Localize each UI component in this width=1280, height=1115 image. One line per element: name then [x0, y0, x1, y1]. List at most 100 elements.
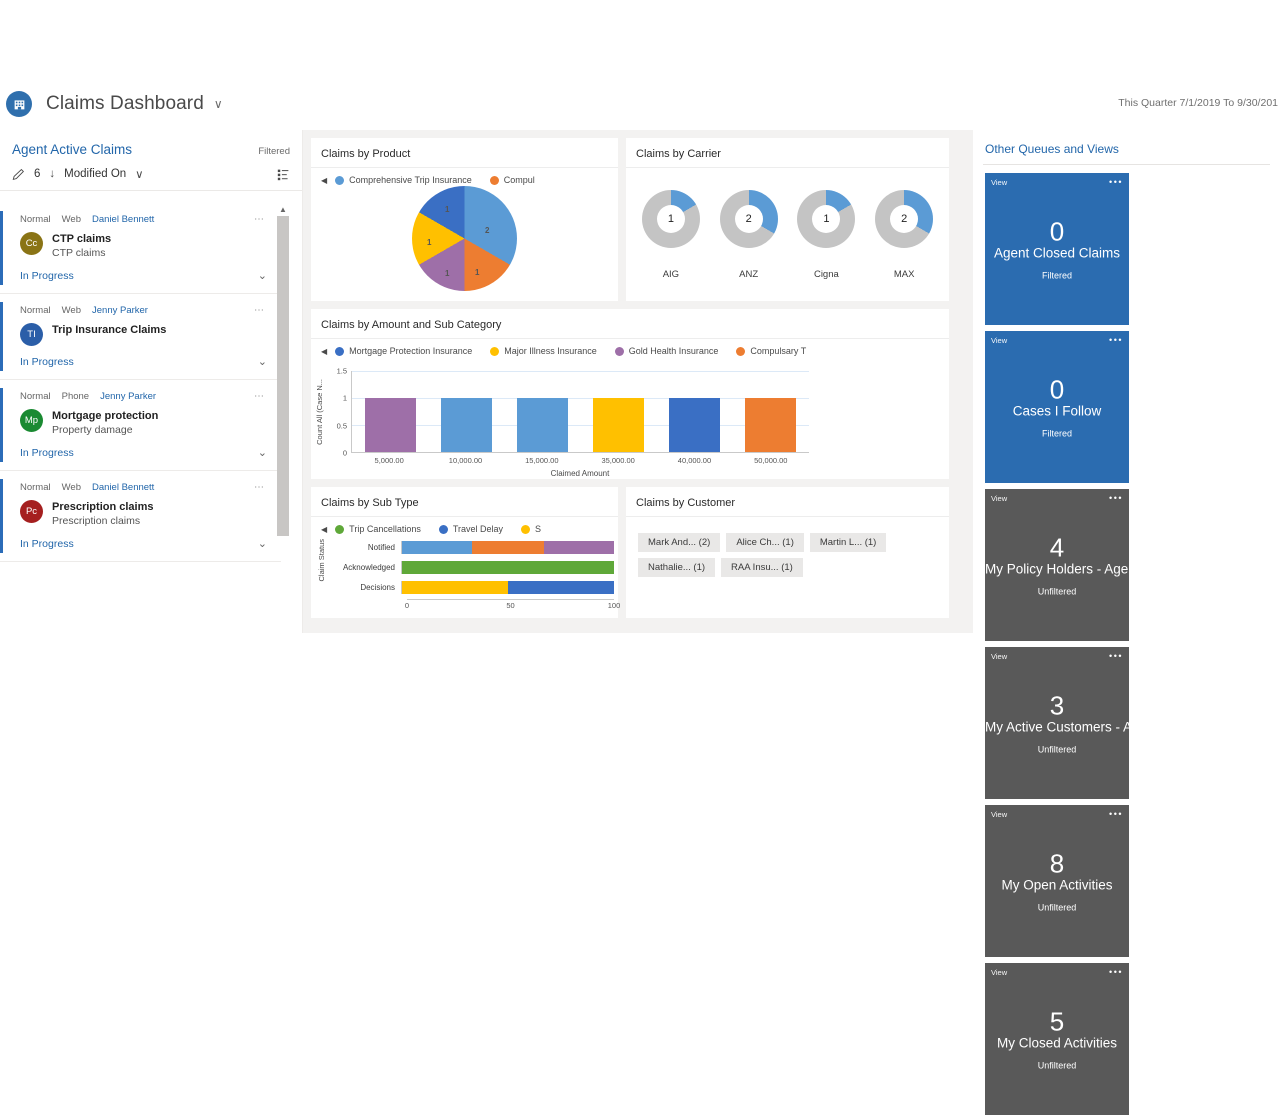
tile-my-active-customers[interactable]: View ••• 3 My Active Customers - A... Un…	[985, 647, 1143, 799]
stacked-bar-row[interactable]: Decisions	[329, 577, 614, 597]
list-title[interactable]: Agent Active Claims	[12, 142, 133, 157]
tile-my-closed-activities[interactable]: View ••• 5 My Closed Activities Unfilter…	[985, 963, 1129, 1115]
bar-segment[interactable]	[402, 560, 614, 574]
card-title: CTP claims	[52, 233, 112, 245]
chart-claims-by-sub-type[interactable]: Claims by Sub Type ◀ Trip Cancellations …	[311, 487, 620, 618]
bar[interactable]	[669, 398, 721, 452]
scroll-up-icon[interactable]: ▲	[277, 203, 289, 215]
customer-pill-list: Mark And... (2) Alice Ch... (1) Martin L…	[638, 533, 939, 577]
legend-prev-icon[interactable]: ◀	[321, 175, 328, 185]
chevron-down-icon[interactable]: ∨	[213, 97, 223, 111]
card-more-icon[interactable]: ⋯	[254, 305, 265, 316]
row-label: Notified	[367, 542, 395, 552]
legend-item[interactable]: Gold Health Insurance	[614, 346, 718, 356]
status-badge[interactable]: In Progress	[20, 537, 74, 550]
customer-pill[interactable]: Martin L... (1)	[809, 533, 887, 552]
donut-anz[interactable]: 2 ANZ	[719, 190, 778, 280]
bar-segment[interactable]	[508, 580, 614, 594]
scrollbar-thumb[interactable]	[277, 216, 289, 536]
tile-my-policy-holders[interactable]: View ••• 4 My Policy Holders - Agent Unf…	[985, 489, 1140, 641]
tile-more-icon[interactable]: •••	[1109, 493, 1123, 503]
donut-label: ANZ	[739, 269, 759, 280]
list-item[interactable]: Normal Web Daniel Bennett ⋯ Pc Prescript…	[0, 471, 281, 562]
tile-agent-closed-claims[interactable]: View ••• 0 Agent Closed Claims Filtered	[985, 173, 1129, 325]
card-more-icon[interactable]: ⋯	[254, 482, 265, 493]
chevron-down-icon[interactable]: ⌄	[257, 356, 267, 368]
tile-more-icon[interactable]: •••	[1109, 651, 1123, 661]
x-axis-title: Claimed Amount	[550, 469, 610, 478]
legend-item[interactable]: Trip Cancellations	[335, 524, 421, 534]
customer-pill[interactable]: Nathalie... (1)	[638, 558, 716, 577]
donut-max[interactable]: 2 MAX	[875, 190, 934, 280]
bar[interactable]	[745, 398, 797, 452]
chart-title: Claims by Customer	[626, 487, 949, 517]
list-item[interactable]: Normal Web Jenny Parker ⋯ TI Trip Insura…	[0, 294, 281, 380]
bar[interactable]	[593, 398, 645, 452]
stacked-bar-chart[interactable]: Claim Status Notified	[311, 533, 620, 618]
card-more-icon[interactable]: ⋯	[254, 391, 265, 402]
claims-list-scroll-area[interactable]: Normal Web Daniel Bennett ⋯ Cc CTP claim…	[0, 203, 303, 633]
bar-segment[interactable]	[402, 580, 508, 594]
edit-pencil-icon[interactable]	[12, 168, 25, 181]
bar-chart[interactable]: Count All (Case N... 1.5 1 0.5 0	[311, 361, 949, 479]
chart-claims-by-product[interactable]: Claims by Product ◀ Comprehensive Trip I…	[311, 138, 618, 301]
stacked-bar-row[interactable]: Notified	[329, 537, 614, 557]
legend-item[interactable]: Mortgage Protection Insurance	[335, 346, 472, 356]
bar[interactable]	[516, 398, 568, 452]
tile-more-icon[interactable]: •••	[1109, 177, 1123, 187]
status-badge[interactable]: In Progress	[20, 269, 74, 282]
chart-claims-by-amount[interactable]: Claims by Amount and Sub Category ◀ Mort…	[311, 309, 949, 479]
card-more-icon[interactable]: ⋯	[254, 214, 265, 225]
list-view-icon[interactable]	[277, 168, 290, 181]
card-priority: Normal	[20, 391, 51, 402]
bar-segment[interactable]	[402, 540, 472, 554]
legend-item[interactable]: Travel Delay	[438, 524, 503, 534]
donut-value: 1	[812, 205, 841, 233]
legend-item[interactable]: Comprehensive Trip Insurance	[335, 175, 472, 185]
list-item[interactable]: Normal Web Daniel Bennett ⋯ Cc CTP claim…	[0, 203, 281, 294]
list-scrollbar[interactable]: ▲	[277, 203, 289, 633]
card-owner[interactable]: Daniel Bennett	[92, 482, 155, 493]
status-badge[interactable]: In Progress	[20, 355, 74, 368]
card-owner[interactable]: Jenny Parker	[100, 391, 157, 402]
bar-segment[interactable]	[544, 540, 614, 554]
tile-more-icon[interactable]: •••	[1109, 809, 1123, 819]
chart-claims-by-carrier[interactable]: Claims by Carrier 1 AIG 2 ANZ	[626, 138, 949, 301]
pie-chart[interactable]: 2 1 1 1 1	[311, 186, 618, 291]
command-bar-left: Claims Dashboard ∨	[6, 91, 223, 117]
stacked-bar-row[interactable]: Acknowledged	[329, 557, 614, 577]
list-filtered-badge: Filtered	[258, 146, 290, 157]
sort-field-label[interactable]: Modified On	[64, 168, 127, 180]
customer-pill[interactable]: RAA Insu... (1)	[721, 558, 803, 577]
tile-cases-i-follow[interactable]: View ••• 0 Cases I Follow Filtered	[985, 331, 1129, 483]
card-owner[interactable]: Daniel Bennett	[92, 214, 155, 225]
tile-my-open-activities[interactable]: View ••• 8 My Open Activities Unfiltered	[985, 805, 1129, 957]
legend-item[interactable]: S	[521, 524, 541, 534]
tile-more-icon[interactable]: •••	[1109, 967, 1123, 977]
chevron-down-icon[interactable]: ⌄	[257, 447, 267, 459]
status-badge[interactable]: In Progress	[20, 446, 74, 459]
customer-pill[interactable]: Mark And... (2)	[638, 533, 721, 552]
bar-segment[interactable]	[471, 540, 545, 554]
y-axis-ticks: 1.5 1 0.5 0	[327, 367, 349, 458]
sort-descending-icon[interactable]: ↓	[49, 168, 56, 180]
chevron-down-icon[interactable]: ⌄	[257, 270, 267, 282]
customer-pill[interactable]: Alice Ch... (1)	[726, 533, 804, 552]
legend-item[interactable]: Compul	[489, 175, 535, 185]
card-priority: Normal	[20, 482, 51, 493]
tile-more-icon[interactable]: •••	[1109, 335, 1123, 345]
legend-prev-icon[interactable]: ◀	[321, 524, 328, 534]
chevron-down-icon[interactable]: ⌄	[257, 538, 267, 550]
list-item[interactable]: Normal Phone Jenny Parker ⋯ Mp Mortgage …	[0, 380, 281, 471]
bar[interactable]	[440, 398, 492, 452]
card-owner[interactable]: Jenny Parker	[92, 305, 148, 316]
chart-claims-by-customer[interactable]: Claims by Customer Mark And... (2) Alice…	[626, 487, 949, 618]
legend-item[interactable]: Major Illness Insurance	[490, 346, 597, 356]
bar[interactable]	[364, 398, 416, 452]
legend-prev-icon[interactable]: ◀	[321, 346, 328, 356]
legend-item[interactable]: Compulsary T	[736, 346, 806, 356]
legend-label: S	[535, 524, 542, 534]
donut-cigna[interactable]: 1 Cigna	[797, 190, 856, 280]
donut-aig[interactable]: 1 AIG	[641, 190, 700, 280]
chevron-down-icon[interactable]: ∨	[135, 169, 144, 181]
